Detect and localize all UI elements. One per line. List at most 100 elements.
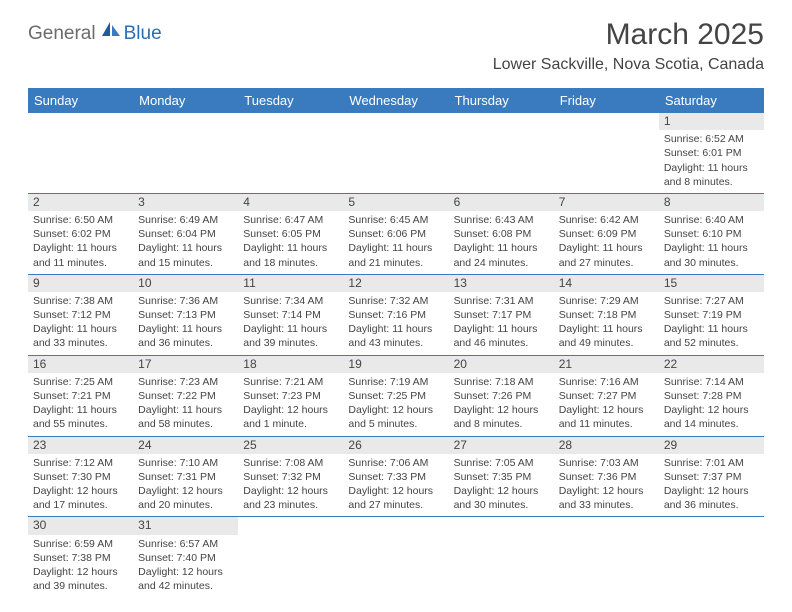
- month-title: March 2025: [493, 18, 764, 52]
- day-details: Sunrise: 7:19 AMSunset: 7:25 PMDaylight:…: [343, 373, 448, 436]
- day-details: Sunrise: 7:05 AMSunset: 7:35 PMDaylight:…: [449, 454, 554, 517]
- calendar-cell: 14Sunrise: 7:29 AMSunset: 7:18 PMDayligh…: [554, 274, 659, 355]
- calendar-cell: [343, 517, 448, 597]
- day-number: 30: [28, 517, 133, 534]
- day-number: 6: [449, 194, 554, 211]
- day-number: 29: [659, 437, 764, 454]
- calendar-body: 1Sunrise: 6:52 AMSunset: 6:01 PMDaylight…: [28, 113, 764, 597]
- day-details: Sunrise: 7:36 AMSunset: 7:13 PMDaylight:…: [133, 292, 238, 355]
- day-number: 21: [554, 356, 659, 373]
- brand-part1: General: [28, 23, 96, 45]
- day-number: 9: [28, 275, 133, 292]
- day-number: 17: [133, 356, 238, 373]
- day-number: 5: [343, 194, 448, 211]
- day-number: 11: [238, 275, 343, 292]
- calendar-cell: [28, 113, 133, 193]
- day-details: Sunrise: 6:42 AMSunset: 6:09 PMDaylight:…: [554, 211, 659, 274]
- calendar-cell: 22Sunrise: 7:14 AMSunset: 7:28 PMDayligh…: [659, 355, 764, 436]
- day-number: 25: [238, 437, 343, 454]
- calendar-row: 2Sunrise: 6:50 AMSunset: 6:02 PMDaylight…: [28, 193, 764, 274]
- calendar-cell: [554, 113, 659, 193]
- weekday-header: Sunday: [28, 88, 133, 113]
- calendar-cell: 19Sunrise: 7:19 AMSunset: 7:25 PMDayligh…: [343, 355, 448, 436]
- day-number: 27: [449, 437, 554, 454]
- sail-icon: [100, 20, 122, 43]
- day-details: Sunrise: 7:14 AMSunset: 7:28 PMDaylight:…: [659, 373, 764, 436]
- calendar-cell: 18Sunrise: 7:21 AMSunset: 7:23 PMDayligh…: [238, 355, 343, 436]
- brand-part2: Blue: [124, 23, 162, 45]
- weekday-header: Friday: [554, 88, 659, 113]
- day-number: 14: [554, 275, 659, 292]
- calendar-row: 16Sunrise: 7:25 AMSunset: 7:21 PMDayligh…: [28, 355, 764, 436]
- calendar-cell: [554, 517, 659, 597]
- calendar-cell: [238, 517, 343, 597]
- day-details: Sunrise: 7:10 AMSunset: 7:31 PMDaylight:…: [133, 454, 238, 517]
- calendar-cell: 1Sunrise: 6:52 AMSunset: 6:01 PMDaylight…: [659, 113, 764, 193]
- weekday-header: Monday: [133, 88, 238, 113]
- calendar-cell: 6Sunrise: 6:43 AMSunset: 6:08 PMDaylight…: [449, 193, 554, 274]
- calendar-cell: 13Sunrise: 7:31 AMSunset: 7:17 PMDayligh…: [449, 274, 554, 355]
- day-details: Sunrise: 6:59 AMSunset: 7:38 PMDaylight:…: [28, 535, 133, 598]
- day-number: 23: [28, 437, 133, 454]
- calendar-cell: [343, 113, 448, 193]
- day-number: 28: [554, 437, 659, 454]
- calendar-cell: 9Sunrise: 7:38 AMSunset: 7:12 PMDaylight…: [28, 274, 133, 355]
- day-details: Sunrise: 6:49 AMSunset: 6:04 PMDaylight:…: [133, 211, 238, 274]
- day-number: 20: [449, 356, 554, 373]
- calendar-table: SundayMondayTuesdayWednesdayThursdayFrid…: [28, 88, 764, 597]
- calendar-row: 1Sunrise: 6:52 AMSunset: 6:01 PMDaylight…: [28, 113, 764, 193]
- weekday-header: Saturday: [659, 88, 764, 113]
- day-number: 15: [659, 275, 764, 292]
- day-number: 22: [659, 356, 764, 373]
- day-details: Sunrise: 6:40 AMSunset: 6:10 PMDaylight:…: [659, 211, 764, 274]
- day-details: Sunrise: 6:47 AMSunset: 6:05 PMDaylight:…: [238, 211, 343, 274]
- calendar-cell: 5Sunrise: 6:45 AMSunset: 6:06 PMDaylight…: [343, 193, 448, 274]
- day-number: 7: [554, 194, 659, 211]
- day-details: Sunrise: 7:16 AMSunset: 7:27 PMDaylight:…: [554, 373, 659, 436]
- day-number: 2: [28, 194, 133, 211]
- day-details: Sunrise: 7:31 AMSunset: 7:17 PMDaylight:…: [449, 292, 554, 355]
- day-number: 1: [659, 113, 764, 130]
- calendar-row: 23Sunrise: 7:12 AMSunset: 7:30 PMDayligh…: [28, 436, 764, 517]
- calendar-cell: [449, 113, 554, 193]
- location-text: Lower Sackville, Nova Scotia, Canada: [493, 56, 764, 74]
- day-number: 10: [133, 275, 238, 292]
- calendar-cell: 8Sunrise: 6:40 AMSunset: 6:10 PMDaylight…: [659, 193, 764, 274]
- day-details: Sunrise: 7:08 AMSunset: 7:32 PMDaylight:…: [238, 454, 343, 517]
- day-details: Sunrise: 7:23 AMSunset: 7:22 PMDaylight:…: [133, 373, 238, 436]
- calendar-cell: [659, 517, 764, 597]
- calendar-cell: 28Sunrise: 7:03 AMSunset: 7:36 PMDayligh…: [554, 436, 659, 517]
- calendar-cell: 21Sunrise: 7:16 AMSunset: 7:27 PMDayligh…: [554, 355, 659, 436]
- day-number: 16: [28, 356, 133, 373]
- day-details: Sunrise: 7:06 AMSunset: 7:33 PMDaylight:…: [343, 454, 448, 517]
- calendar-cell: 4Sunrise: 6:47 AMSunset: 6:05 PMDaylight…: [238, 193, 343, 274]
- day-details: Sunrise: 6:50 AMSunset: 6:02 PMDaylight:…: [28, 211, 133, 274]
- day-details: Sunrise: 6:52 AMSunset: 6:01 PMDaylight:…: [659, 130, 764, 193]
- day-details: Sunrise: 6:43 AMSunset: 6:08 PMDaylight:…: [449, 211, 554, 274]
- day-details: Sunrise: 7:21 AMSunset: 7:23 PMDaylight:…: [238, 373, 343, 436]
- weekday-header: Tuesday: [238, 88, 343, 113]
- day-details: Sunrise: 7:01 AMSunset: 7:37 PMDaylight:…: [659, 454, 764, 517]
- calendar-cell: 26Sunrise: 7:06 AMSunset: 7:33 PMDayligh…: [343, 436, 448, 517]
- page-header: General Blue March 2025 Lower Sackville,…: [0, 0, 792, 78]
- day-details: Sunrise: 7:34 AMSunset: 7:14 PMDaylight:…: [238, 292, 343, 355]
- title-block: March 2025 Lower Sackville, Nova Scotia,…: [493, 18, 764, 74]
- calendar-cell: 25Sunrise: 7:08 AMSunset: 7:32 PMDayligh…: [238, 436, 343, 517]
- calendar-cell: 31Sunrise: 6:57 AMSunset: 7:40 PMDayligh…: [133, 517, 238, 597]
- day-details: Sunrise: 7:03 AMSunset: 7:36 PMDaylight:…: [554, 454, 659, 517]
- calendar-cell: 10Sunrise: 7:36 AMSunset: 7:13 PMDayligh…: [133, 274, 238, 355]
- calendar-row: 30Sunrise: 6:59 AMSunset: 7:38 PMDayligh…: [28, 517, 764, 597]
- day-details: Sunrise: 7:27 AMSunset: 7:19 PMDaylight:…: [659, 292, 764, 355]
- day-details: Sunrise: 7:32 AMSunset: 7:16 PMDaylight:…: [343, 292, 448, 355]
- day-number: 4: [238, 194, 343, 211]
- calendar-cell: 15Sunrise: 7:27 AMSunset: 7:19 PMDayligh…: [659, 274, 764, 355]
- calendar-cell: 30Sunrise: 6:59 AMSunset: 7:38 PMDayligh…: [28, 517, 133, 597]
- calendar-cell: 7Sunrise: 6:42 AMSunset: 6:09 PMDaylight…: [554, 193, 659, 274]
- calendar-cell: 11Sunrise: 7:34 AMSunset: 7:14 PMDayligh…: [238, 274, 343, 355]
- day-details: Sunrise: 7:18 AMSunset: 7:26 PMDaylight:…: [449, 373, 554, 436]
- calendar-cell: 24Sunrise: 7:10 AMSunset: 7:31 PMDayligh…: [133, 436, 238, 517]
- day-number: 12: [343, 275, 448, 292]
- calendar-cell: 3Sunrise: 6:49 AMSunset: 6:04 PMDaylight…: [133, 193, 238, 274]
- day-number: 26: [343, 437, 448, 454]
- day-details: Sunrise: 6:45 AMSunset: 6:06 PMDaylight:…: [343, 211, 448, 274]
